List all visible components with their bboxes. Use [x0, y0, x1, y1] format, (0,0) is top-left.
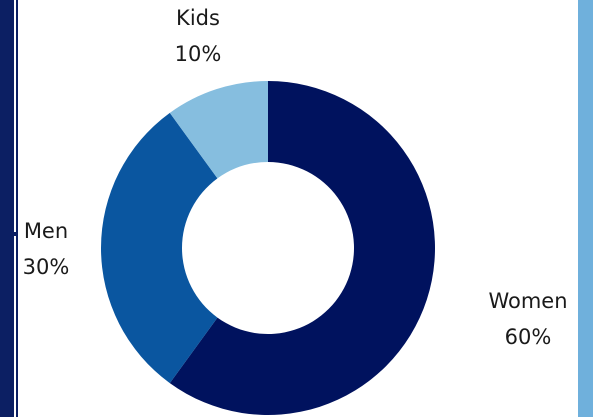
- slice-label-women-value: 60%: [505, 325, 552, 349]
- slice-label-kids-name: Kids: [176, 6, 220, 30]
- slice-women: [169, 81, 436, 415]
- right-border-gap: [576, 0, 578, 417]
- donut-slices: [101, 81, 436, 415]
- left-border-tick: [0, 232, 18, 236]
- left-border-bar: [0, 0, 14, 417]
- slice-label-men-name: Men: [24, 219, 68, 243]
- slice-kids: [169, 81, 268, 179]
- slice-men: [101, 112, 218, 384]
- slice-label-kids-value: 10%: [175, 42, 222, 66]
- left-border-line: [16, 0, 18, 417]
- slice-labels: Women 60% Men 30% Kids 10%: [23, 6, 568, 349]
- right-border-bar: [578, 0, 593, 417]
- left-border-gap: [14, 0, 16, 417]
- slice-label-men-value: 30%: [23, 255, 70, 279]
- slice-label-women-name: Women: [488, 289, 567, 313]
